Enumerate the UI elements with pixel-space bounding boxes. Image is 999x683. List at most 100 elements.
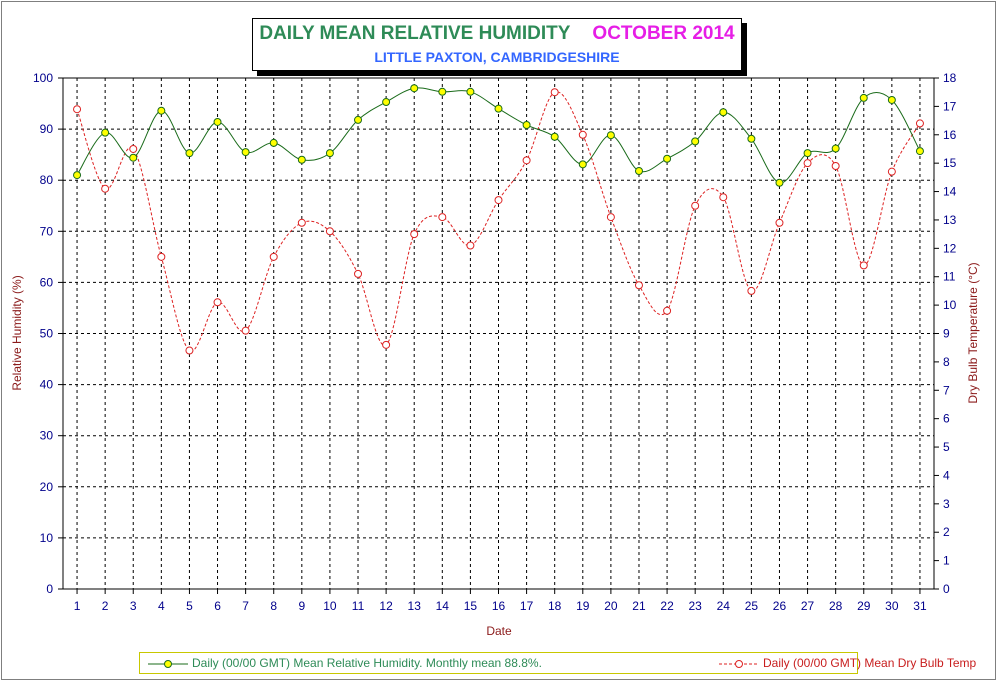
- humidity-point: [354, 115, 363, 124]
- x-tick-label: 14: [436, 599, 450, 613]
- x-tick-label: 21: [632, 599, 646, 613]
- temperature-point: [73, 105, 82, 114]
- temperature-point: [887, 167, 896, 176]
- x-tick-label: 17: [520, 599, 534, 613]
- x-tick-label: 23: [688, 599, 702, 613]
- humidity-point: [887, 95, 896, 104]
- humidity-point: [803, 149, 812, 158]
- temperature-point: [185, 346, 194, 355]
- humidity-point: [466, 87, 475, 96]
- x-tick-label: 4: [158, 599, 165, 613]
- temperature-point: [634, 281, 643, 290]
- humidity-point: [578, 160, 587, 169]
- temperature-point: [438, 213, 447, 222]
- x-tick-label: 20: [604, 599, 618, 613]
- y-right-tick-label: 5: [943, 440, 950, 454]
- legend-symbol-temperature: [719, 660, 759, 668]
- legend-label-temperature: Daily (00/00 GMT) Mean Dry Bulb Temp: [763, 656, 977, 670]
- humidity-point: [691, 137, 700, 146]
- humidity-point: [915, 147, 924, 156]
- x-tick-label: 28: [829, 599, 843, 613]
- x-tick-label: 19: [576, 599, 590, 613]
- temperature-point: [915, 119, 924, 128]
- temperature-point: [663, 306, 672, 315]
- y-left-tick-label: 100: [33, 71, 53, 85]
- y-right-tick-label: 4: [943, 468, 950, 482]
- y-right-tick-label: 11: [943, 270, 956, 284]
- temperature-point: [382, 340, 391, 349]
- y-right-tick-label: 8: [943, 355, 950, 369]
- temperature-point: [325, 227, 334, 236]
- temperature-point: [606, 213, 615, 222]
- humidity-point: [129, 153, 138, 162]
- temperature-point: [578, 130, 587, 139]
- x-tick-label: 11: [352, 599, 365, 613]
- y-left-tick-label: 70: [40, 224, 54, 238]
- humidity-point: [831, 144, 840, 153]
- humidity-point: [269, 138, 278, 147]
- y-left-tick-label: 90: [40, 122, 54, 136]
- x-tick-label: 8: [270, 599, 277, 613]
- humidity-point: [185, 149, 194, 158]
- temperature-point: [241, 326, 250, 335]
- temperature-point: [719, 193, 728, 202]
- temperature-point: [522, 156, 531, 165]
- y-right-tick-label: 12: [943, 241, 957, 255]
- humidity-point: [859, 93, 868, 102]
- x-tick-label: 25: [745, 599, 759, 613]
- y-right-tick-label: 13: [943, 213, 957, 227]
- y-right-tick-label: 15: [943, 156, 957, 170]
- x-tick-label: 7: [242, 599, 249, 613]
- temperature-point: [101, 184, 110, 193]
- temperature-point: [691, 201, 700, 210]
- legend-label-humidity: Daily (00/00 GMT) Mean Relative Humidity…: [192, 656, 542, 670]
- humidity-point: [494, 104, 503, 113]
- temperature-point: [775, 218, 784, 227]
- x-tick-label: 5: [186, 599, 193, 613]
- x-tick-label: 1: [74, 599, 81, 613]
- chart-title: DAILY MEAN RELATIVE HUMIDITY OCTOBER 2014: [253, 23, 741, 45]
- y-right-tick-label: 7: [943, 383, 950, 397]
- x-tick-label: 30: [885, 599, 899, 613]
- temperature-point: [859, 261, 868, 270]
- humidity-point: [522, 121, 531, 130]
- y-right-tick-label: 1: [943, 554, 950, 568]
- y-axis-left-title: Relative Humidity (%): [10, 275, 24, 390]
- y-left-tick-label: 30: [40, 429, 54, 443]
- x-tick-label: 10: [323, 599, 337, 613]
- y-left-tick-label: 40: [40, 378, 54, 392]
- y-right-tick-label: 14: [943, 185, 957, 199]
- humidity-point: [775, 178, 784, 187]
- y-axis-right-title: Dry Bulb Temperature (°C): [966, 262, 980, 403]
- temperature-point: [354, 269, 363, 278]
- humidity-point: [747, 134, 756, 143]
- humidity-point: [73, 171, 82, 180]
- temperature-point: [494, 196, 503, 205]
- axis-ticks: 1 2 3 4 5 6 7 8 9 10 11 12 13 14 15 16 17 18 19 20 21 22 23 24 2…: [33, 71, 957, 613]
- x-tick-label: 13: [408, 599, 422, 613]
- series-line-temperature: [76, 91, 921, 352]
- y-left-tick-label: 0: [46, 582, 53, 596]
- legend: Daily (00/00 GMT) Mean Relative Humidity…: [139, 652, 976, 674]
- temperature-point: [129, 144, 138, 153]
- x-tick-label: 16: [492, 599, 506, 613]
- humidity-point: [550, 132, 559, 141]
- humidity-point: [157, 106, 166, 115]
- humidity-point: [410, 84, 419, 93]
- y-right-tick-label: 17: [943, 99, 957, 113]
- y-right-tick-label: 9: [943, 327, 950, 341]
- x-tick-label: 31: [913, 599, 927, 613]
- x-tick-label: 15: [464, 599, 478, 613]
- y-right-tick-label: 6: [943, 412, 950, 426]
- series-layer: [73, 84, 924, 355]
- humidity-point: [438, 87, 447, 96]
- y-right-tick-label: 2: [943, 525, 950, 539]
- temperature-point: [803, 159, 812, 168]
- humidity-point: [297, 155, 306, 164]
- grid-lines: [63, 78, 934, 589]
- chart-title-main: DAILY MEAN RELATIVE HUMIDITY: [259, 23, 571, 44]
- x-tick-label: 12: [379, 599, 393, 613]
- y-left-tick-label: 50: [40, 327, 54, 341]
- temperature-point: [747, 286, 756, 295]
